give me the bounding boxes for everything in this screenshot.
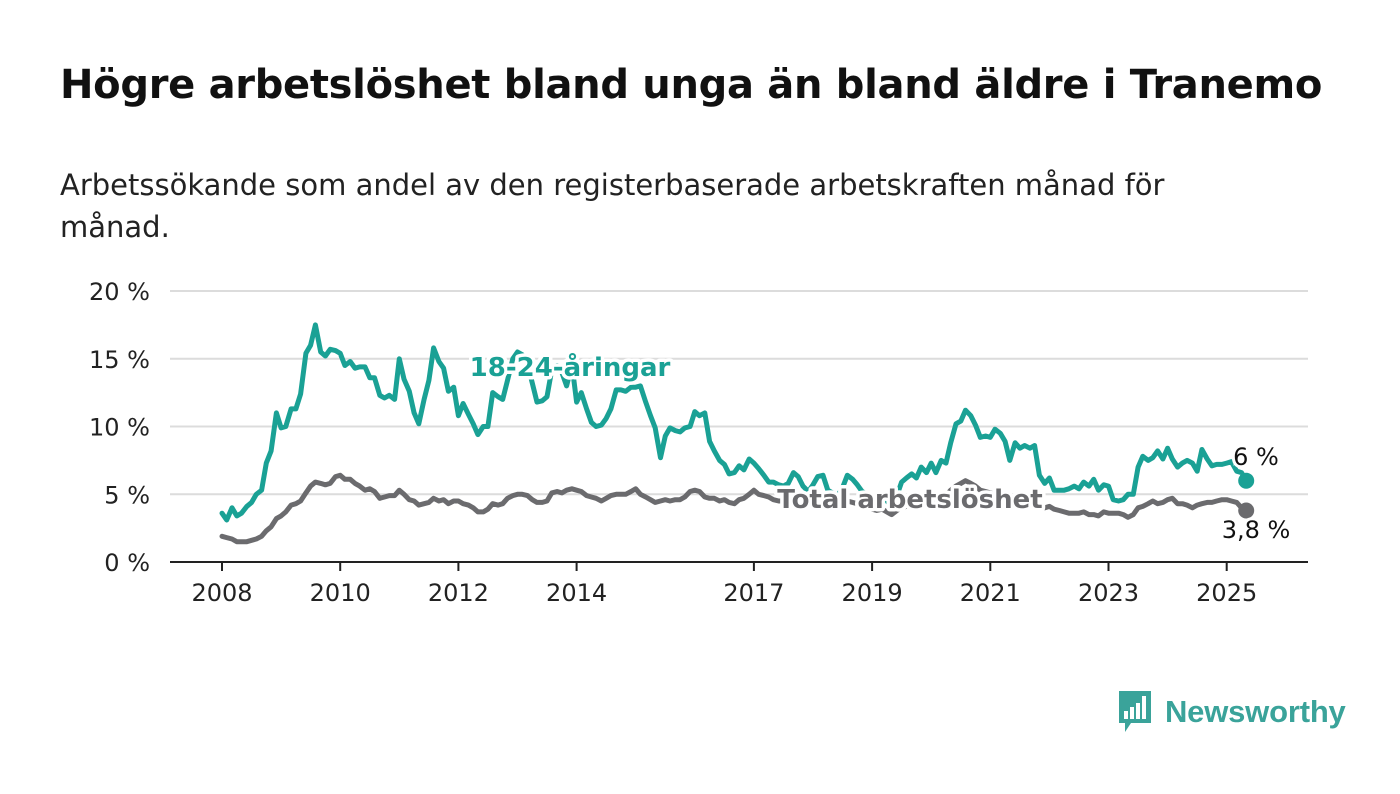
x-tick-label: 2021 (960, 579, 1021, 607)
series-lines (219, 322, 1255, 545)
x-tick-label: 2019 (842, 579, 903, 607)
x-tick-label: 2017 (723, 579, 784, 607)
y-tick-label: 10 % (89, 414, 150, 442)
series-line (219, 322, 1249, 523)
y-tick-label: 0 % (104, 549, 150, 577)
series-end-label-total: 3,8 % (1222, 516, 1291, 544)
y-tick-label: 20 % (89, 278, 150, 306)
chart-title: Högre arbetslöshet bland unga än bland ä… (60, 62, 1323, 108)
bar-chart-speech-bubble-icon (1119, 691, 1151, 732)
series-label-total: Total arbetslöshet (777, 485, 1042, 515)
x-axis-ticks: 2008 2010 2012 2014 2017 2019 2021 2023 2025 (191, 562, 1257, 607)
x-tick-label: 2025 (1196, 579, 1257, 607)
series-end-label-youth: 6 % (1233, 443, 1279, 471)
x-tick-label: 2008 (191, 579, 252, 607)
brand-name: Newsworthy (1165, 694, 1346, 729)
newsworthy-logo[interactable]: Newsworthy (1117, 689, 1346, 735)
series-labels: 18-24-åringar Total arbetslöshet 6 % 3,8 % (466, 348, 1293, 548)
x-tick-label: 2023 (1078, 579, 1139, 607)
series-end-marker (1238, 472, 1255, 489)
chart-subtitle: Arbetssökande som andel av den registerb… (60, 168, 1165, 244)
y-tick-label: 5 % (104, 481, 150, 509)
x-tick-label: 2014 (546, 579, 607, 607)
gridlines (170, 290, 1308, 496)
y-axis-ticks: 0 % 5 % 10 % 15 % 20 % (89, 278, 150, 577)
series-end-marker (1238, 502, 1255, 519)
y-tick-label: 15 % (89, 346, 150, 374)
x-tick-label: 2012 (428, 579, 489, 607)
series-label-youth: 18-24-åringar (470, 351, 671, 383)
series-line (219, 472, 1249, 545)
x-tick-label: 2010 (310, 579, 371, 607)
